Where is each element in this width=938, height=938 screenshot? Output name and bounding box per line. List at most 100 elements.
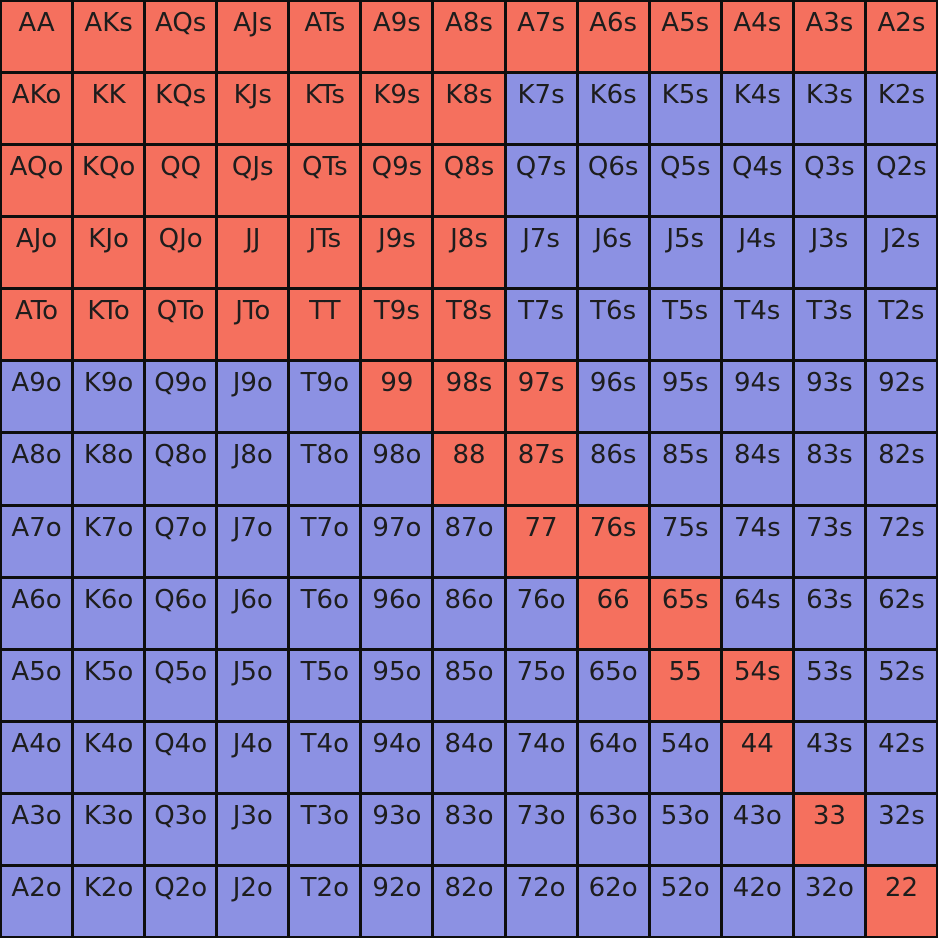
hand-cell-T3o[interactable]: T3o: [290, 794, 360, 864]
hand-cell-Q6s[interactable]: Q6s: [578, 146, 648, 216]
hand-cell-32s[interactable]: 32s: [866, 794, 936, 864]
hand-cell-J5s[interactable]: J5s: [650, 218, 720, 288]
hand-cell-A2o[interactable]: A2o: [2, 866, 72, 936]
hand-cell-ATs[interactable]: ATs: [290, 2, 360, 72]
hand-cell-AA[interactable]: AA: [2, 2, 72, 72]
hand-cell-AQs[interactable]: AQs: [146, 2, 216, 72]
hand-cell-A8o[interactable]: A8o: [2, 434, 72, 504]
hand-cell-64o[interactable]: 64o: [578, 722, 648, 792]
hand-cell-JJ[interactable]: JJ: [218, 218, 288, 288]
hand-cell-98o[interactable]: 98o: [362, 434, 432, 504]
hand-cell-T2o[interactable]: T2o: [290, 866, 360, 936]
hand-cell-88[interactable]: 88: [434, 434, 504, 504]
hand-cell-KK[interactable]: KK: [74, 74, 144, 144]
hand-cell-85s[interactable]: 85s: [650, 434, 720, 504]
hand-cell-K2o[interactable]: K2o: [74, 866, 144, 936]
hand-cell-A9s[interactable]: A9s: [362, 2, 432, 72]
hand-cell-K6o[interactable]: K6o: [74, 578, 144, 648]
hand-cell-T8s[interactable]: T8s: [434, 290, 504, 360]
hand-cell-ATo[interactable]: ATo: [2, 290, 72, 360]
hand-cell-95s[interactable]: 95s: [650, 362, 720, 432]
hand-cell-72s[interactable]: 72s: [866, 506, 936, 576]
hand-cell-92o[interactable]: 92o: [362, 866, 432, 936]
hand-cell-Q9o[interactable]: Q9o: [146, 362, 216, 432]
hand-cell-97s[interactable]: 97s: [506, 362, 576, 432]
hand-cell-98s[interactable]: 98s: [434, 362, 504, 432]
hand-cell-64s[interactable]: 64s: [722, 578, 792, 648]
hand-cell-A5s[interactable]: A5s: [650, 2, 720, 72]
hand-cell-94o[interactable]: 94o: [362, 722, 432, 792]
hand-cell-T3s[interactable]: T3s: [794, 290, 864, 360]
hand-cell-J6s[interactable]: J6s: [578, 218, 648, 288]
hand-cell-53o[interactable]: 53o: [650, 794, 720, 864]
hand-cell-62o[interactable]: 62o: [578, 866, 648, 936]
hand-cell-75s[interactable]: 75s: [650, 506, 720, 576]
hand-cell-Q4o[interactable]: Q4o: [146, 722, 216, 792]
hand-cell-65o[interactable]: 65o: [578, 650, 648, 720]
hand-cell-85o[interactable]: 85o: [434, 650, 504, 720]
hand-cell-AQo[interactable]: AQo: [2, 146, 72, 216]
hand-cell-A8s[interactable]: A8s: [434, 2, 504, 72]
hand-cell-T5s[interactable]: T5s: [650, 290, 720, 360]
hand-cell-K9o[interactable]: K9o: [74, 362, 144, 432]
hand-cell-53s[interactable]: 53s: [794, 650, 864, 720]
hand-cell-73o[interactable]: 73o: [506, 794, 576, 864]
hand-cell-Q6o[interactable]: Q6o: [146, 578, 216, 648]
hand-cell-Q7s[interactable]: Q7s: [506, 146, 576, 216]
hand-cell-QTs[interactable]: QTs: [290, 146, 360, 216]
hand-cell-33[interactable]: 33: [794, 794, 864, 864]
hand-cell-73s[interactable]: 73s: [794, 506, 864, 576]
hand-cell-Q2o[interactable]: Q2o: [146, 866, 216, 936]
hand-cell-T5o[interactable]: T5o: [290, 650, 360, 720]
hand-cell-62s[interactable]: 62s: [866, 578, 936, 648]
hand-cell-K9s[interactable]: K9s: [362, 74, 432, 144]
hand-cell-Q5o[interactable]: Q5o: [146, 650, 216, 720]
hand-cell-54o[interactable]: 54o: [650, 722, 720, 792]
hand-cell-76s[interactable]: 76s: [578, 506, 648, 576]
hand-cell-K5o[interactable]: K5o: [74, 650, 144, 720]
hand-cell-JTo[interactable]: JTo: [218, 290, 288, 360]
hand-cell-93o[interactable]: 93o: [362, 794, 432, 864]
hand-cell-96s[interactable]: 96s: [578, 362, 648, 432]
hand-cell-43s[interactable]: 43s: [794, 722, 864, 792]
hand-cell-74o[interactable]: 74o: [506, 722, 576, 792]
hand-cell-J4o[interactable]: J4o: [218, 722, 288, 792]
hand-cell-J6o[interactable]: J6o: [218, 578, 288, 648]
hand-cell-A3s[interactable]: A3s: [794, 2, 864, 72]
hand-cell-A7o[interactable]: A7o: [2, 506, 72, 576]
hand-cell-K8o[interactable]: K8o: [74, 434, 144, 504]
hand-cell-J9s[interactable]: J9s: [362, 218, 432, 288]
hand-cell-K6s[interactable]: K6s: [578, 74, 648, 144]
hand-cell-42s[interactable]: 42s: [866, 722, 936, 792]
hand-cell-AJo[interactable]: AJo: [2, 218, 72, 288]
hand-cell-76o[interactable]: 76o: [506, 578, 576, 648]
hand-cell-AKo[interactable]: AKo: [2, 74, 72, 144]
hand-cell-K8s[interactable]: K8s: [434, 74, 504, 144]
hand-cell-Q8s[interactable]: Q8s: [434, 146, 504, 216]
hand-cell-A4o[interactable]: A4o: [2, 722, 72, 792]
hand-cell-K7o[interactable]: K7o: [74, 506, 144, 576]
hand-cell-K3s[interactable]: K3s: [794, 74, 864, 144]
hand-cell-K5s[interactable]: K5s: [650, 74, 720, 144]
hand-cell-Q3o[interactable]: Q3o: [146, 794, 216, 864]
hand-cell-JTs[interactable]: JTs: [290, 218, 360, 288]
hand-cell-KJo[interactable]: KJo: [74, 218, 144, 288]
hand-cell-T2s[interactable]: T2s: [866, 290, 936, 360]
hand-cell-82s[interactable]: 82s: [866, 434, 936, 504]
hand-cell-TT[interactable]: TT: [290, 290, 360, 360]
hand-cell-T9s[interactable]: T9s: [362, 290, 432, 360]
hand-cell-72o[interactable]: 72o: [506, 866, 576, 936]
hand-cell-QJs[interactable]: QJs: [218, 146, 288, 216]
hand-cell-86s[interactable]: 86s: [578, 434, 648, 504]
hand-cell-T6s[interactable]: T6s: [578, 290, 648, 360]
hand-cell-K4o[interactable]: K4o: [74, 722, 144, 792]
hand-cell-94s[interactable]: 94s: [722, 362, 792, 432]
hand-cell-T4o[interactable]: T4o: [290, 722, 360, 792]
hand-cell-97o[interactable]: 97o: [362, 506, 432, 576]
hand-cell-A4s[interactable]: A4s: [722, 2, 792, 72]
hand-cell-K7s[interactable]: K7s: [506, 74, 576, 144]
hand-cell-AKs[interactable]: AKs: [74, 2, 144, 72]
hand-cell-J2s[interactable]: J2s: [866, 218, 936, 288]
hand-cell-44[interactable]: 44: [722, 722, 792, 792]
hand-cell-AJs[interactable]: AJs: [218, 2, 288, 72]
